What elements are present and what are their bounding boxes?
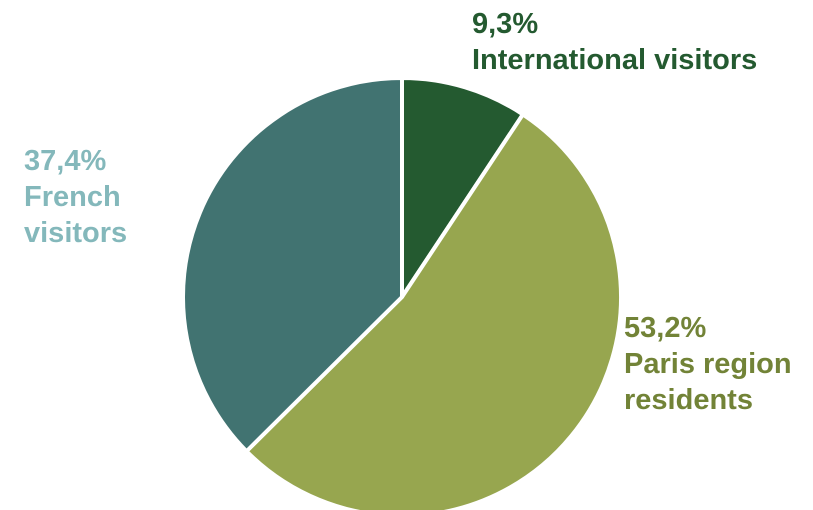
pie-slices xyxy=(181,76,623,510)
pie-slice-international xyxy=(400,76,525,299)
name-paris-line1: Paris region xyxy=(624,348,792,380)
name-paris-line2: residents xyxy=(624,384,753,416)
label-international: 9,3% International visitors xyxy=(472,6,757,78)
name-international: International visitors xyxy=(472,44,758,76)
label-french: 37,4% French visitors xyxy=(24,143,127,251)
percent-international: 9,3% xyxy=(472,8,539,40)
label-paris: 53,2% Paris region residents xyxy=(624,310,792,418)
name-french-line1: French xyxy=(24,181,121,213)
percent-french: 37,4% xyxy=(24,145,107,177)
name-french-line2: visitors xyxy=(24,217,128,249)
pie-slice-french xyxy=(181,76,404,454)
percent-paris: 53,2% xyxy=(624,312,707,344)
pie-slice-paris xyxy=(244,112,623,510)
